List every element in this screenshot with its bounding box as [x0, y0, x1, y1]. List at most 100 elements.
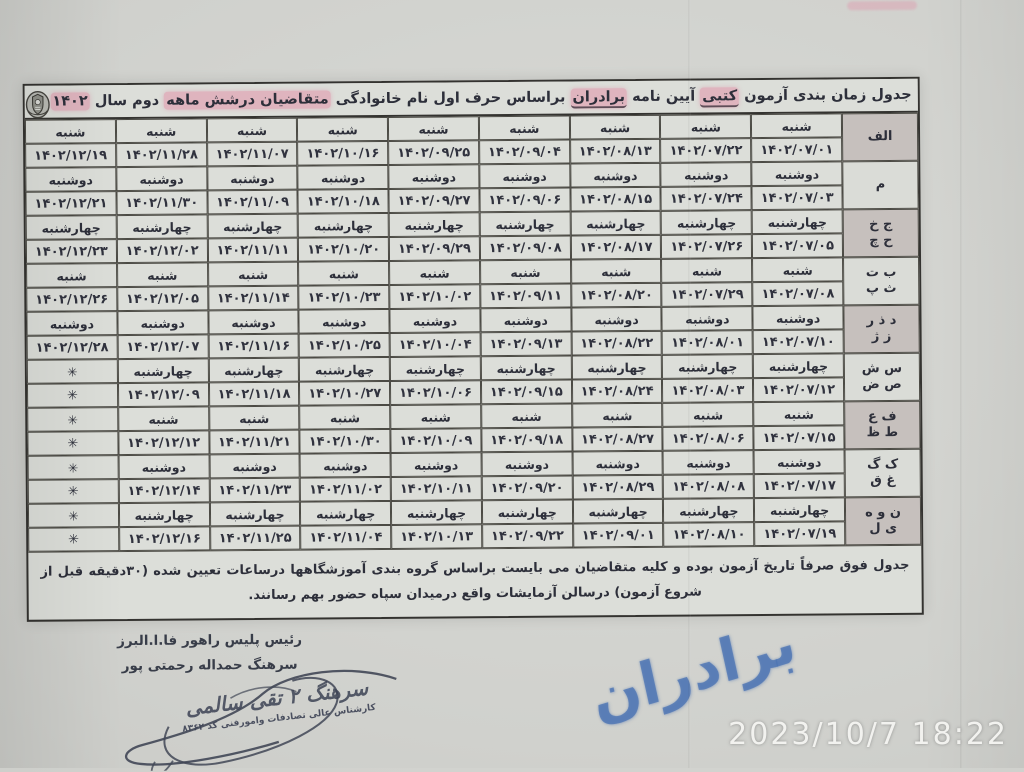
day-cell: ✳: [27, 407, 119, 432]
date-cell: ۱۴۰۲/۰۹/۱۸: [481, 427, 573, 453]
date-cell: ۱۴۰۲/۰۹/۱۳: [480, 331, 572, 357]
schedule-grid: الف شنبه ۱۴۰۲/۰۷/۰۱ شنبه ۱۴۰۲/۰۷/۲۲ شنبه ۱۴۰۲/…: [24, 112, 922, 552]
date-cell: ۱۴۰۲/۱۱/۱۴: [207, 285, 299, 311]
camera-timestamp: 2023/10/7 18:22: [728, 717, 1008, 752]
day-cell: دوشنبه: [571, 306, 663, 332]
day-cell: دوشنبه: [117, 310, 209, 336]
title-segment: جدول زمان بندی آزمون: [739, 86, 912, 105]
date-cell: ۱۴۰۲/۰۸/۲۲: [571, 330, 663, 356]
date-cell: ۱۴۰۲/۰۷/۱۲: [753, 377, 845, 403]
day-cell: شنبه: [206, 117, 298, 143]
date-cell: ۱۴۰۲/۱۰/۱۱: [390, 476, 482, 501]
letter-cell: م: [842, 160, 919, 210]
day-cell: دوشنبه: [569, 162, 661, 188]
date-cell: ۱۴۰۲/۱۰/۰۹: [390, 428, 482, 453]
day-cell: شنبه: [297, 116, 389, 142]
date-cell: ۱۴۰۲/۱۲/۲۱: [25, 191, 117, 216]
day-cell: شنبه: [207, 261, 299, 287]
day-cell: دوشنبه: [752, 305, 844, 331]
date-cell: ۱۴۰۲/۰۷/۲۲: [660, 138, 752, 163]
date-cell: ۱۴۰۲/۱۱/۰۷: [206, 141, 298, 167]
day-cell: دوشنبه: [480, 307, 572, 333]
date-cell: ۱۴۰۲/۰۷/۰۵: [752, 233, 844, 259]
day-cell: دوشنبه: [25, 167, 117, 192]
date-cell: ۱۴۰۲/۱۰/۰۶: [390, 380, 482, 405]
date-cell: ۱۴۰۲/۰۹/۱۱: [480, 283, 572, 309]
day-cell: شنبه: [660, 114, 752, 139]
date-cell: ۱۴۰۲/۱۱/۱۶: [208, 333, 300, 359]
date-cell: ۱۴۰۲/۱۱/۲۸: [115, 142, 207, 168]
day-cell: شنبه: [571, 402, 663, 428]
date-cell: ۱۴۰۲/۱۰/۲۳: [298, 284, 390, 310]
letter-cell: الف: [841, 112, 919, 162]
day-cell: دوشنبه: [481, 451, 573, 477]
day-cell: دوشنبه: [206, 165, 298, 191]
day-cell: چهارشنبه: [25, 215, 117, 240]
day-cell: چهارشنبه: [753, 353, 844, 379]
date-cell: ۱۴۰۲/۱۰/۳۰: [299, 428, 391, 454]
date-cell: ۱۴۰۲/۰۸/۰۳: [662, 378, 754, 403]
day-cell: چهارشنبه: [389, 356, 481, 381]
date-cell: ۱۴۰۲/۰۹/۰۱: [572, 522, 664, 548]
date-cell: ۱۴۰۲/۰۷/۰۳: [751, 185, 843, 211]
date-cell: ۱۴۰۲/۱۲/۱۹: [25, 143, 117, 168]
date-cell: ۱۴۰۲/۱۱/۲۵: [209, 525, 301, 551]
day-cell: شنبه: [24, 119, 116, 144]
date-cell: ۱۴۰۲/۰۷/۱۷: [753, 473, 845, 499]
day-cell: شنبه: [570, 258, 662, 284]
date-cell: ✳: [26, 383, 118, 408]
day-cell: دوشنبه: [753, 449, 845, 475]
date-cell: ۱۴۰۲/۰۷/۱۵: [753, 425, 845, 451]
day-cell: شنبه: [298, 260, 390, 286]
day-cell: ✳: [27, 503, 119, 528]
day-cell: ✳: [26, 359, 118, 384]
date-cell: ۱۴۰۲/۱۱/۲۳: [209, 477, 301, 503]
day-cell: شنبه: [389, 260, 481, 285]
pink-smudge: [847, 0, 918, 11]
date-cell: ۱۴۰۲/۰۸/۱۵: [570, 186, 662, 212]
date-cell: ۱۴۰۲/۱۲/۲۶: [26, 287, 118, 312]
date-cell: ۱۴۰۲/۰۸/۰۸: [663, 474, 755, 499]
date-cell: ۱۴۰۲/۰۸/۲۹: [572, 474, 664, 500]
date-cell: ✳: [27, 431, 119, 456]
day-cell: چهارشنبه: [481, 499, 573, 525]
date-cell: ۱۴۰۲/۰۷/۲۹: [661, 282, 753, 307]
day-cell: شنبه: [753, 401, 845, 427]
day-cell: چهارشنبه: [663, 498, 755, 523]
date-cell: ۱۴۰۲/۰۸/۱۰: [663, 522, 755, 547]
date-cell: ۱۴۰۲/۰۷/۱۰: [752, 329, 844, 355]
date-cell: ۱۴۰۲/۰۹/۱۵: [480, 379, 572, 405]
date-cell: ۱۴۰۲/۱۰/۲۵: [298, 332, 390, 358]
signature-title: رئیس پلیس راهور فا.ا.البرز: [117, 631, 303, 650]
date-cell: ۱۴۰۲/۰۹/۲۷: [388, 188, 480, 213]
date-cell: ۱۴۰۲/۱۱/۳۰: [116, 190, 208, 216]
date-cell: ۱۴۰۲/۱۱/۰۹: [207, 189, 298, 215]
date-cell: ۱۴۰۲/۱۰/۰۴: [389, 332, 481, 357]
day-cell: دوشنبه: [207, 309, 299, 335]
date-cell: ۱۴۰۲/۱۰/۰۲: [389, 284, 481, 309]
date-cell: ۱۴۰۲/۰۸/۲۴: [571, 378, 663, 404]
police-crest-icon: [25, 91, 50, 119]
date-cell: ۱۴۰۲/۱۰/۱۶: [297, 140, 389, 166]
day-cell: ✳: [27, 455, 119, 480]
table-title-row: جدول زمان بندی آزمون کتبی آیین نامه براد…: [24, 78, 918, 120]
day-cell: دوشنبه: [661, 306, 753, 331]
day-cell: چهارشنبه: [572, 498, 664, 524]
date-cell: ۱۴۰۲/۱۱/۱۱: [207, 237, 299, 263]
day-cell: دوشنبه: [389, 308, 481, 333]
schedule-table: جدول زمان بندی آزمون کتبی آیین نامه براد…: [22, 76, 924, 623]
title-segment: دوم سال: [89, 92, 165, 110]
signature-scribble-icon: [125, 669, 397, 772]
day-cell: دوشنبه: [572, 450, 664, 476]
day-cell: چهارشنبه: [571, 354, 663, 380]
date-cell: ۱۴۰۲/۱۱/۰۲: [300, 476, 392, 502]
day-cell: دوشنبه: [751, 161, 843, 187]
date-cell: ۱۴۰۲/۰۷/۰۱: [751, 137, 843, 163]
day-cell: شنبه: [752, 257, 844, 283]
day-cell: چهارشنبه: [207, 213, 299, 239]
